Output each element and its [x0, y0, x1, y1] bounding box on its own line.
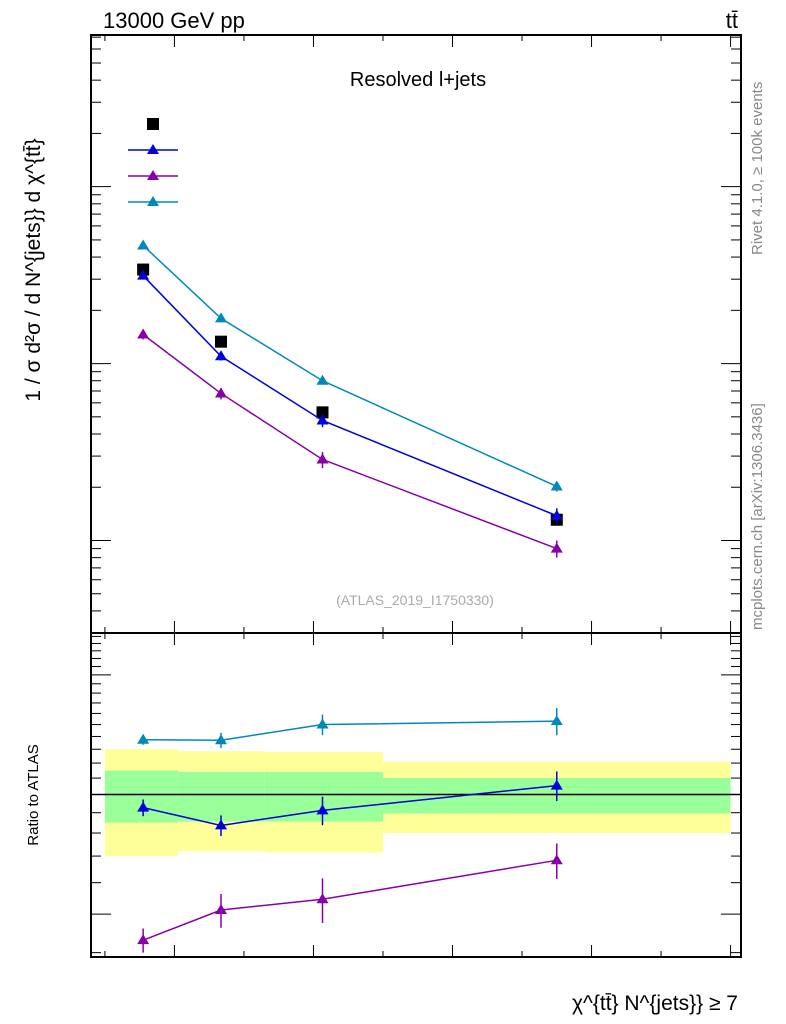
triangle-marker: [147, 196, 159, 206]
triangle-marker: [137, 328, 150, 339]
triangle-marker: [316, 804, 329, 815]
series-line: [142, 784, 557, 827]
triangle-marker: [137, 934, 150, 945]
inner-uncertainty-band: [177, 771, 265, 822]
header-right: tt̄: [726, 8, 738, 33]
series-line: [143, 720, 557, 741]
series-line: [142, 859, 557, 941]
triangle-marker: [215, 904, 227, 915]
analysis-label: (ATLAS_2019_I1750330): [336, 592, 494, 608]
triangle-marker: [316, 718, 329, 729]
square-marker: [137, 263, 150, 276]
triangle-marker: [550, 509, 563, 520]
square-marker: [215, 335, 227, 348]
main-title: Resolved l+jets: [350, 69, 486, 91]
inner-uncertainty-band: [104, 770, 178, 823]
triangle-marker: [215, 819, 227, 830]
triangle-marker: [215, 387, 227, 398]
series-pythia-8-315-default-nofsr: [137, 328, 563, 558]
triangle-marker: [137, 239, 150, 250]
triangle-marker: [147, 170, 159, 180]
triangle-marker: [215, 734, 227, 745]
triangle-marker: [550, 542, 563, 553]
main-frame: [90, 34, 742, 634]
ratio-series-pythia-8-315-default-nofsr: [137, 843, 563, 953]
triangle-marker: [147, 144, 159, 154]
series-atlas: [137, 263, 563, 526]
series-line: [142, 244, 558, 488]
triangle-marker: [215, 312, 227, 323]
series-line: [142, 333, 558, 550]
series-pythia-8-315-default: [137, 269, 563, 524]
header-left: 13000 GeV pp: [103, 8, 245, 33]
ratio-ylabel: Ratio to ATLAS: [25, 744, 42, 845]
square-marker: [316, 406, 329, 419]
ratio-xlabel: χ^{tt̄} N^{jets}} ≥ 7: [572, 992, 738, 1015]
triangle-marker: [137, 269, 150, 280]
triangle-marker: [316, 893, 329, 904]
ratio-series-pythia-8-315-default: [137, 771, 563, 837]
legend-marker: [147, 118, 159, 130]
triangle-marker: [550, 480, 563, 491]
triangle-marker: [550, 779, 563, 790]
rivet-label: Rivet 4.1.0, ≥ 100k events: [749, 82, 766, 255]
triangle-marker: [137, 733, 150, 744]
series-line: [142, 275, 558, 517]
triangle-marker: [137, 801, 150, 812]
triangle-marker: [316, 453, 329, 464]
triangle-marker: [215, 350, 227, 361]
mcplots-label: mcplots.cern.ch [arXiv:1306.3436]: [749, 403, 766, 630]
triangle-marker: [550, 854, 563, 865]
ratio-series-pythia-8-315-default-norap: [137, 708, 563, 748]
ratio-plot: [90, 632, 742, 958]
series-pythia-8-315-default-norap: [137, 239, 563, 492]
triangle-marker: [316, 374, 329, 385]
triangle-marker: [316, 414, 329, 425]
main-ylabel: 1 / σ d²σ / d N^{jets}} d χ^{tt̄}: [22, 138, 45, 401]
triangle-marker: [550, 715, 563, 726]
